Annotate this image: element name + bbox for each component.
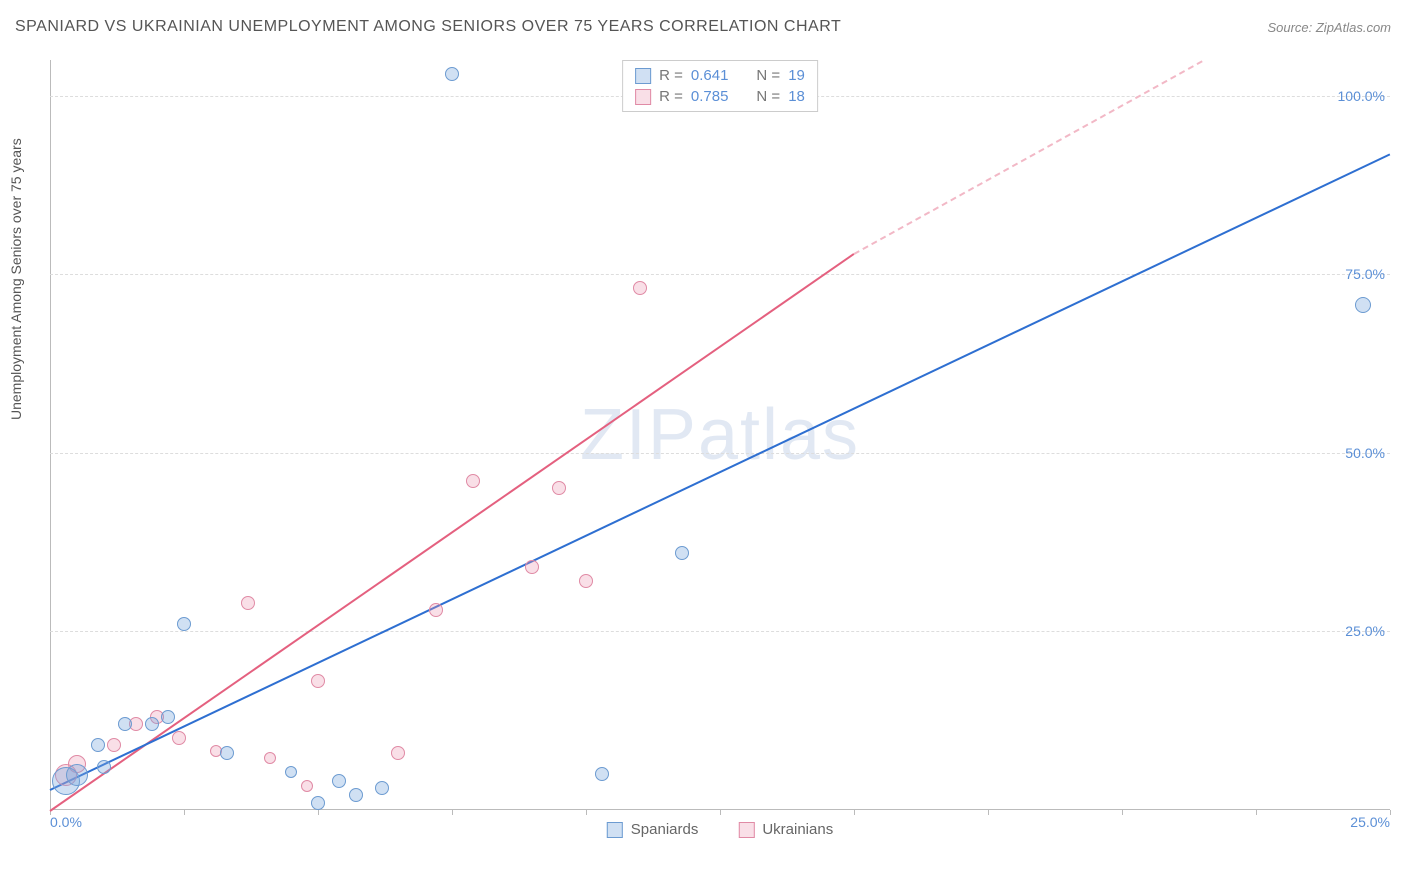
data-point-spaniards [220, 746, 234, 760]
data-point-ukrainians [579, 574, 593, 588]
data-point-spaniards [177, 617, 191, 631]
watermark: ZIPatlas [580, 394, 860, 476]
legend-stats-row-spaniards: R = 0.641 N = 19 [635, 65, 805, 86]
data-point-ukrainians [466, 474, 480, 488]
data-point-spaniards [349, 788, 363, 802]
data-point-spaniards [1355, 297, 1371, 313]
data-point-ukrainians [525, 560, 539, 574]
data-point-spaniards [675, 546, 689, 560]
watermark-light: atlas [698, 395, 860, 475]
data-point-spaniards [332, 774, 346, 788]
data-point-ukrainians [241, 596, 255, 610]
chart-header: SPANIARD VS UKRAINIAN UNEMPLOYMENT AMONG… [15, 18, 1391, 36]
data-point-ukrainians [107, 738, 121, 752]
n-value-ukrainians: 18 [788, 88, 805, 105]
data-point-spaniards [445, 67, 459, 81]
legend-stats-box: R = 0.641 N = 19 R = 0.785 N = 18 [622, 60, 818, 112]
y-axis-line [50, 60, 51, 810]
data-point-spaniards [375, 781, 389, 795]
gridline [50, 631, 1390, 632]
x-tick-mark [1390, 810, 1391, 815]
x-tick-label: 0.0% [50, 814, 82, 830]
r-label: R = [659, 88, 683, 105]
x-tick-mark [318, 810, 319, 815]
r-value-ukrainians: 0.785 [691, 88, 729, 105]
legend-item-spaniards: Spaniards [607, 821, 699, 838]
data-point-ukrainians [311, 674, 325, 688]
legend-swatch-ukrainians-bottom [738, 822, 754, 838]
legend-swatch-spaniards [635, 68, 651, 84]
data-point-spaniards [161, 710, 175, 724]
data-point-spaniards [97, 760, 111, 774]
gridline [50, 274, 1390, 275]
data-point-ukrainians [172, 731, 186, 745]
data-point-spaniards [91, 738, 105, 752]
legend-label-ukrainians: Ukrainians [762, 821, 833, 838]
legend-label-spaniards: Spaniards [631, 821, 699, 838]
y-tick-label: 25.0% [1345, 623, 1385, 639]
legend-swatch-spaniards-bottom [607, 822, 623, 838]
chart-plot-area: ZIPatlas 25.0%50.0%75.0%100.0%0.0%25.0% … [50, 60, 1390, 810]
source-label: Source: ZipAtlas.com [1267, 20, 1391, 35]
n-label: N = [756, 88, 780, 105]
x-tick-mark [1256, 810, 1257, 815]
data-point-spaniards [285, 766, 297, 778]
data-point-spaniards [595, 767, 609, 781]
y-tick-label: 75.0% [1345, 266, 1385, 282]
legend-item-ukrainians: Ukrainians [738, 821, 833, 838]
data-point-ukrainians [552, 481, 566, 495]
data-point-spaniards [311, 796, 325, 810]
x-tick-mark [452, 810, 453, 815]
data-point-ukrainians [301, 780, 313, 792]
y-tick-label: 100.0% [1338, 88, 1385, 104]
watermark-bold: ZIP [580, 395, 698, 475]
trend-line [50, 153, 1391, 791]
n-label: N = [756, 67, 780, 84]
chart-title: SPANIARD VS UKRAINIAN UNEMPLOYMENT AMONG… [15, 18, 841, 36]
data-point-ukrainians [633, 281, 647, 295]
trend-line [49, 253, 854, 812]
plot-surface: ZIPatlas 25.0%50.0%75.0%100.0%0.0%25.0% [50, 60, 1390, 810]
legend-bottom: Spaniards Ukrainians [607, 821, 833, 838]
y-axis-label: Unemployment Among Seniors over 75 years [8, 138, 24, 420]
data-point-ukrainians [264, 752, 276, 764]
r-value-spaniards: 0.641 [691, 67, 729, 84]
x-tick-mark [988, 810, 989, 815]
data-point-spaniards [118, 717, 132, 731]
legend-stats-row-ukrainians: R = 0.785 N = 18 [635, 86, 805, 107]
x-tick-mark [184, 810, 185, 815]
x-tick-mark [1122, 810, 1123, 815]
data-point-spaniards [66, 764, 88, 786]
n-value-spaniards: 19 [788, 67, 805, 84]
y-tick-label: 50.0% [1345, 445, 1385, 461]
x-tick-mark [720, 810, 721, 815]
r-label: R = [659, 67, 683, 84]
data-point-spaniards [145, 717, 159, 731]
data-point-ukrainians [429, 603, 443, 617]
x-tick-mark [586, 810, 587, 815]
x-tick-label: 25.0% [1350, 814, 1390, 830]
x-tick-mark [854, 810, 855, 815]
trend-line-dashed [854, 60, 1203, 255]
legend-swatch-ukrainians [635, 89, 651, 105]
gridline [50, 453, 1390, 454]
data-point-ukrainians [391, 746, 405, 760]
